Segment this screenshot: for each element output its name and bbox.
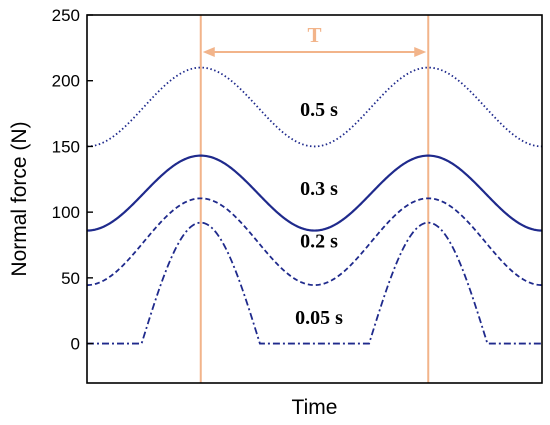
y-axis-title: Normal force (N)	[8, 121, 31, 276]
series-line-0-3s	[86, 154, 543, 232]
period-label: T	[307, 23, 321, 47]
series-line-0-05s	[87, 221, 542, 345]
series-labels: 0.5 s 0.3 s 0.2 s 0.05 s	[295, 99, 343, 329]
y-tick-label-150: 150	[52, 137, 80, 156]
y-tick-label-200: 200	[52, 72, 80, 91]
series-group	[86, 66, 543, 345]
series-line-0-5s	[86, 66, 543, 148]
series-label-0-05s: 0.05 s	[295, 307, 343, 329]
period-arrow-head-right	[414, 47, 427, 57]
series-label-0-3s: 0.3 s	[300, 178, 338, 200]
period-arrow-head-left	[202, 47, 215, 57]
y-tick-label-100: 100	[52, 203, 80, 222]
y-axis: 0 50 100 150 200 250	[52, 6, 93, 354]
y-tick-label-250: 250	[52, 6, 80, 25]
series-label-0-5s: 0.5 s	[300, 99, 338, 121]
series-label-0-2s: 0.2 s	[300, 231, 338, 253]
y-tick-label-0: 0	[71, 335, 80, 354]
y-tick-label-50: 50	[61, 269, 80, 288]
x-axis-title: Time	[292, 396, 338, 419]
plot-frame	[86, 14, 543, 384]
